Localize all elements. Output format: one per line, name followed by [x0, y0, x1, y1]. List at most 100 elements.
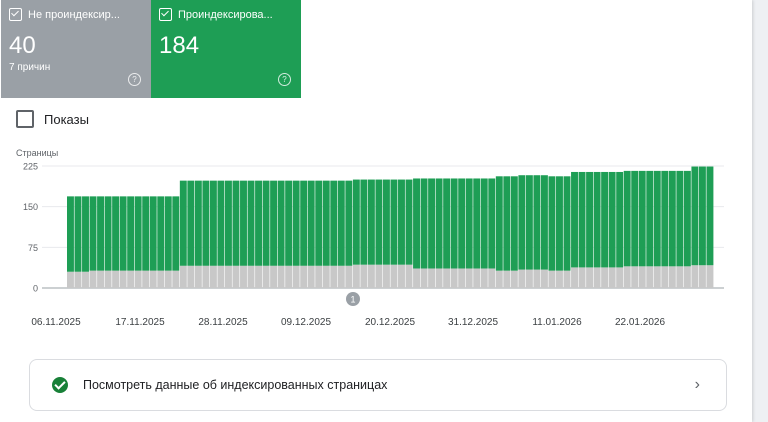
bar-not-indexed[interactable] — [209, 265, 217, 288]
bar-not-indexed[interactable] — [668, 266, 676, 288]
annotation-marker[interactable]: 1 — [346, 292, 360, 306]
bar-not-indexed[interactable] — [89, 270, 97, 288]
checkbox-unchecked-icon[interactable] — [16, 110, 34, 128]
bar-indexed[interactable] — [525, 175, 533, 270]
bar-not-indexed[interactable] — [465, 268, 473, 288]
bar-not-indexed[interactable] — [262, 265, 270, 288]
bar-indexed[interactable] — [608, 171, 616, 268]
bar-indexed[interactable] — [510, 176, 518, 271]
bar-not-indexed[interactable] — [352, 264, 360, 288]
bar-indexed[interactable] — [616, 171, 624, 268]
bar-not-indexed[interactable] — [405, 264, 413, 288]
bar-not-indexed[interactable] — [616, 267, 624, 288]
bar-not-indexed[interactable] — [292, 265, 300, 288]
bar-not-indexed[interactable] — [450, 268, 458, 288]
bar-indexed[interactable] — [97, 196, 105, 271]
bar-indexed[interactable] — [533, 175, 541, 270]
bar-not-indexed[interactable] — [525, 269, 533, 288]
bar-indexed[interactable] — [473, 178, 481, 269]
bar-not-indexed[interactable] — [638, 266, 646, 288]
bar-indexed[interactable] — [360, 179, 368, 265]
bar-indexed[interactable] — [194, 180, 202, 266]
bar-not-indexed[interactable] — [698, 265, 706, 288]
help-icon[interactable]: ? — [278, 73, 291, 86]
bar-indexed[interactable] — [420, 178, 428, 269]
bar-indexed[interactable] — [285, 180, 293, 266]
bar-not-indexed[interactable] — [593, 267, 601, 288]
bar-indexed[interactable] — [164, 196, 172, 271]
bar-not-indexed[interactable] — [586, 267, 594, 288]
bar-not-indexed[interactable] — [503, 270, 511, 288]
bar-not-indexed[interactable] — [631, 266, 639, 288]
bar-not-indexed[interactable] — [277, 265, 285, 288]
bar-not-indexed[interactable] — [646, 266, 654, 288]
bar-not-indexed[interactable] — [390, 264, 398, 288]
bar-not-indexed[interactable] — [315, 265, 323, 288]
bar-not-indexed[interactable] — [232, 265, 240, 288]
bar-indexed[interactable] — [104, 196, 112, 271]
bar-indexed[interactable] — [209, 180, 217, 266]
bar-indexed[interactable] — [300, 180, 308, 266]
bar-indexed[interactable] — [277, 180, 285, 266]
bar-not-indexed[interactable] — [382, 264, 390, 288]
bar-indexed[interactable] — [232, 180, 240, 266]
bar-indexed[interactable] — [157, 196, 165, 271]
bar-indexed[interactable] — [247, 180, 255, 266]
bar-not-indexed[interactable] — [104, 270, 112, 288]
bar-indexed[interactable] — [390, 179, 398, 265]
bar-indexed[interactable] — [480, 178, 488, 269]
bar-not-indexed[interactable] — [375, 264, 383, 288]
bar-not-indexed[interactable] — [322, 265, 330, 288]
bar-not-indexed[interactable] — [608, 267, 616, 288]
bar-indexed[interactable] — [262, 180, 270, 266]
bar-indexed[interactable] — [240, 180, 247, 266]
bar-indexed[interactable] — [443, 178, 451, 269]
bar-not-indexed[interactable] — [367, 264, 375, 288]
bar-indexed[interactable] — [292, 180, 300, 266]
bar-not-indexed[interactable] — [691, 265, 699, 288]
bar-indexed[interactable] — [593, 171, 601, 268]
bar-not-indexed[interactable] — [127, 270, 135, 288]
bar-indexed[interactable] — [142, 196, 150, 271]
bar-indexed[interactable] — [322, 180, 330, 266]
bar-not-indexed[interactable] — [217, 265, 225, 288]
bar-not-indexed[interactable] — [300, 265, 308, 288]
bar-indexed[interactable] — [82, 196, 89, 272]
bar-indexed[interactable] — [179, 180, 187, 266]
bar-not-indexed[interactable] — [164, 270, 172, 288]
bar-not-indexed[interactable] — [119, 270, 127, 288]
bar-indexed[interactable] — [270, 180, 278, 266]
bar-indexed[interactable] — [428, 178, 436, 269]
bar-not-indexed[interactable] — [578, 267, 586, 288]
bar-not-indexed[interactable] — [458, 268, 466, 288]
bar-not-indexed[interactable] — [435, 268, 443, 288]
bar-indexed[interactable] — [631, 170, 639, 267]
bar-not-indexed[interactable] — [142, 270, 150, 288]
bar-not-indexed[interactable] — [556, 270, 563, 288]
bar-not-indexed[interactable] — [247, 265, 255, 288]
bar-indexed[interactable] — [668, 170, 676, 267]
bar-indexed[interactable] — [127, 196, 135, 271]
bar-not-indexed[interactable] — [194, 265, 202, 288]
bar-indexed[interactable] — [382, 179, 390, 265]
bar-not-indexed[interactable] — [360, 264, 368, 288]
bar-not-indexed[interactable] — [510, 270, 518, 288]
bar-indexed[interactable] — [548, 176, 556, 271]
bar-indexed[interactable] — [661, 170, 669, 267]
checkbox-checked-icon[interactable] — [159, 8, 172, 21]
bar-not-indexed[interactable] — [82, 271, 89, 288]
bar-not-indexed[interactable] — [413, 268, 420, 288]
bar-indexed[interactable] — [255, 180, 263, 266]
bar-indexed[interactable] — [224, 180, 232, 266]
bar-indexed[interactable] — [330, 180, 338, 266]
bar-indexed[interactable] — [653, 170, 661, 267]
checkbox-checked-icon[interactable] — [9, 8, 22, 21]
bar-not-indexed[interactable] — [157, 270, 165, 288]
bar-not-indexed[interactable] — [202, 265, 210, 288]
bar-indexed[interactable] — [450, 178, 458, 269]
bar-indexed[interactable] — [540, 175, 548, 270]
bar-indexed[interactable] — [488, 178, 496, 269]
bar-not-indexed[interactable] — [97, 270, 105, 288]
bar-not-indexed[interactable] — [224, 265, 232, 288]
bar-indexed[interactable] — [398, 179, 405, 265]
